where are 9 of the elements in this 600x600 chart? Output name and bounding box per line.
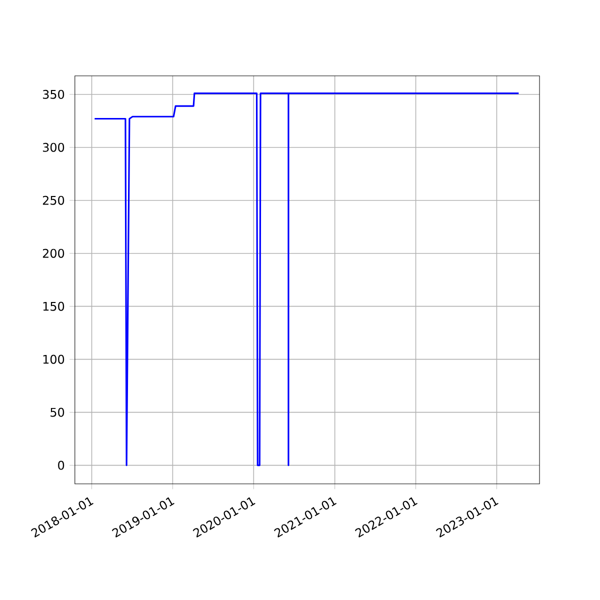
y-tick-label: 150 [43,302,64,311]
y-tick-label: 50 [50,408,64,417]
line-series [94,92,520,466]
y-tick-label: 0 [58,460,64,470]
y-tick-label: 350 [42,90,64,99]
y-tick-label: 100 [43,354,64,364]
y-tick-label: 200 [42,248,64,258]
y-tick-label: 300 [42,142,64,152]
y-tick-label: 250 [42,196,64,205]
